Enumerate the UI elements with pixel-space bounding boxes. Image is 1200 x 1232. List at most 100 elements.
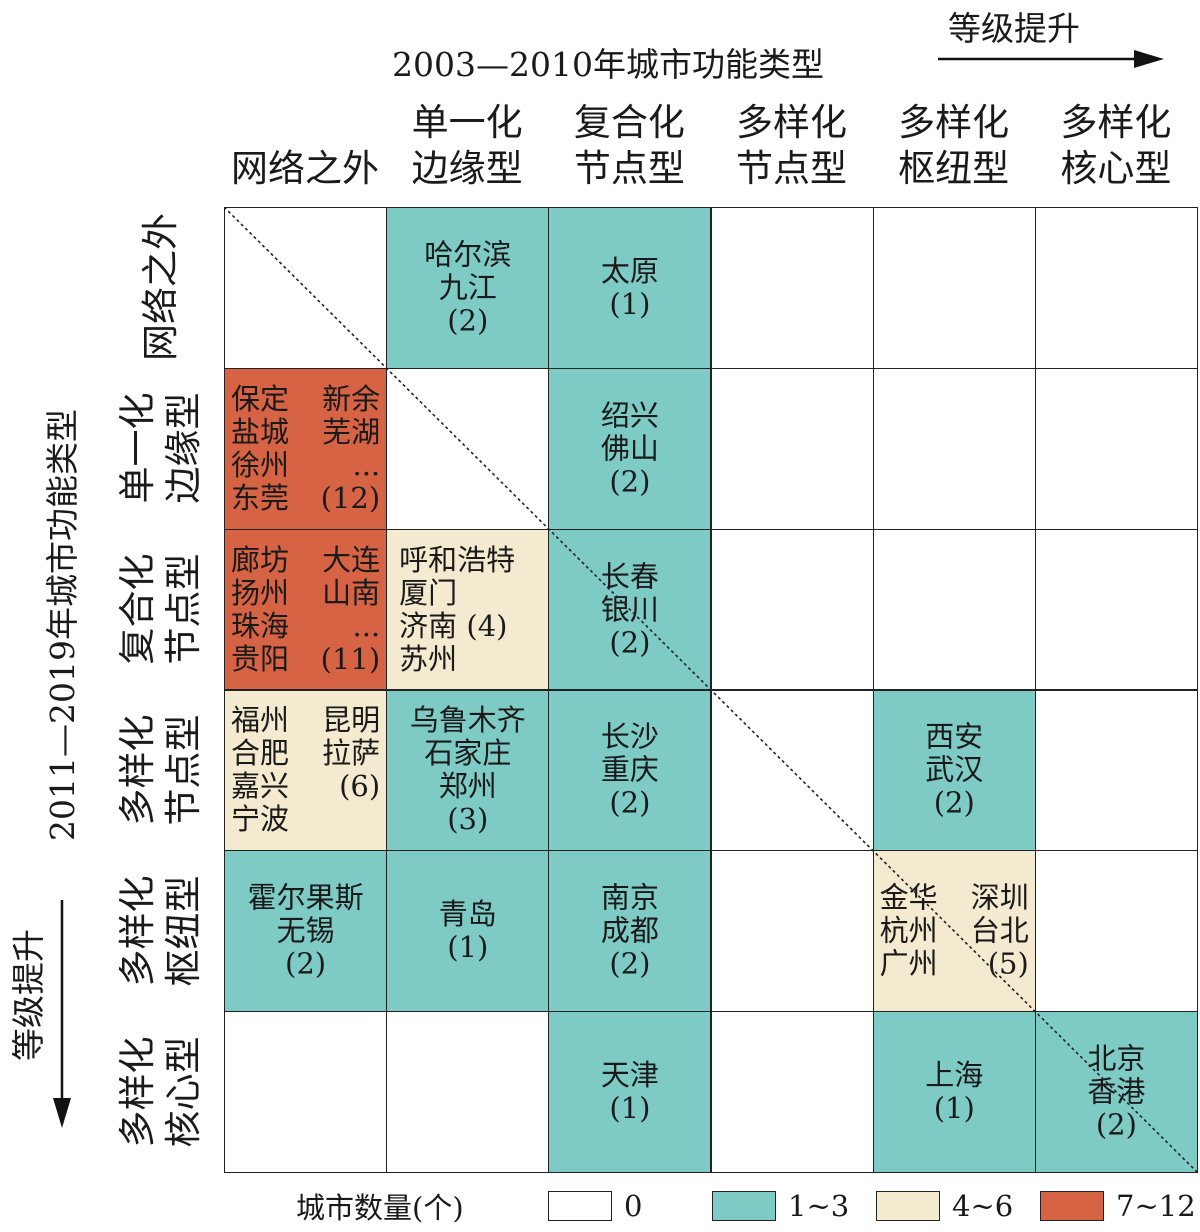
legend: 城市数量(个) 0 1~3 4~6 7~12 (296, 1186, 1196, 1226)
matrix-cell (224, 207, 388, 369)
matrix-cell: 金华 深圳 杭州 台北 广州 (5) (872, 850, 1036, 1013)
cell-text: 长沙 (600, 719, 659, 754)
top-axis-title: 2003—2010年城市功能类型 (392, 45, 824, 84)
cell-text: 厦门 (399, 575, 458, 610)
column-header-line: 节点型 (736, 147, 847, 190)
row-header-label: 多样化 核心型 (116, 1036, 205, 1148)
matrix-cell: 廊坊 大连 扬州 山南 珠海... 贵阳 (11) (224, 528, 388, 691)
matrix-cell: 上海 (1) (872, 1011, 1036, 1173)
cell-text: 广州 (879, 946, 938, 981)
legend-label: 7~12 (1116, 1189, 1196, 1223)
top-direction-label: 等级提升 (948, 9, 1080, 48)
cell-text: 福州 (231, 703, 290, 738)
cell-text: 徐州 (231, 447, 290, 482)
column-header: 多样化 枢纽型 (873, 100, 1035, 192)
left-direction-label-wrap: 等级提升 (0, 905, 52, 1085)
row-header: 网络之外 (100, 207, 222, 368)
cell-text: 扬州 (231, 575, 290, 610)
legend-label: 1~3 (788, 1189, 850, 1223)
matrix-cell (710, 207, 874, 369)
matrix-cell: 哈尔滨 九江 (2) (386, 207, 550, 369)
left-direction-label: 等级提升 (9, 929, 48, 1061)
legend-swatch (876, 1191, 940, 1221)
cell-text: 乌鲁木齐 (409, 703, 526, 738)
column-header: 单一化 边缘型 (386, 100, 548, 192)
cell-text: 呼和浩特 (399, 542, 516, 577)
cell-text: ... (352, 608, 381, 643)
cell-text: 昆明 (322, 703, 381, 738)
cell-text: (2) (609, 946, 651, 981)
cell-text: 九江 (438, 270, 497, 305)
cell-text: 香港 (1087, 1074, 1146, 1109)
row-header-label: 网络之外 (139, 213, 182, 362)
cell-text: 北京 (1087, 1041, 1146, 1076)
cell-text: 大连 (322, 542, 381, 577)
cell-text: (1) (609, 286, 651, 321)
cell-text: 长春 (600, 559, 659, 594)
matrix-cell (1034, 689, 1198, 852)
matrix-cell (1034, 528, 1198, 691)
matrix-cell: 南京 成都 (2) (548, 850, 712, 1013)
cell-text: (2) (447, 303, 489, 338)
column-header: 复合化 节点型 (548, 100, 710, 192)
legend-label: 0 (624, 1189, 643, 1223)
matrix-cell (710, 850, 874, 1013)
cell-text: 深圳 (970, 880, 1029, 915)
cell-text: 郑州 (438, 769, 497, 804)
legend-swatch (712, 1191, 776, 1221)
legend-item: 4~6 (876, 1186, 1013, 1226)
transition-matrix: 哈尔滨 九江 (2) 太原 (1) 保定 新余 盐城 芜湖 徐州... 东莞 (12) 绍兴 佛山 (2) 廊… (224, 207, 1198, 1173)
matrix-cell: 青岛 (1) (386, 850, 550, 1013)
column-header: 多样化 节点型 (711, 100, 873, 192)
row-header: 多样化 核心型 (100, 1011, 222, 1172)
row-header-label: 多样化 节点型 (116, 714, 205, 826)
cell-text: 石家庄 (424, 736, 512, 771)
matrix-cell: 长春 银川 (2) (548, 528, 712, 691)
legend-label: 4~6 (952, 1189, 1014, 1223)
cell-text: 东莞 (231, 480, 290, 515)
cell-text: 贵阳 (231, 641, 290, 676)
matrix-cell: 天津 (1) (548, 1011, 712, 1173)
matrix-cell: 霍尔果斯 无锡 (2) (224, 850, 388, 1013)
matrix-cell: 长沙 重庆 (2) (548, 689, 712, 852)
cell-text: (5) (987, 946, 1029, 981)
cell-text: 宁波 (231, 802, 290, 837)
cell-text: 哈尔滨 (424, 237, 512, 272)
cell-text: (1) (609, 1091, 651, 1126)
cell-text: 苏州 (399, 641, 458, 676)
cell-text: 绍兴 (600, 398, 659, 433)
matrix-cell: 呼和浩特 厦门 济南 (4) 苏州 (386, 528, 550, 691)
cell-text: 新余 (322, 381, 381, 416)
legend-item: 0 (548, 1186, 642, 1226)
column-header-line: 多样化 (736, 101, 847, 144)
matrix-cell (710, 689, 874, 852)
cell-text: 嘉兴 (231, 769, 290, 804)
matrix-cell (1034, 850, 1198, 1013)
column-header-line: 单一化 (411, 101, 523, 144)
row-header: 多样化 枢纽型 (100, 850, 222, 1011)
legend-swatch (1040, 1191, 1104, 1221)
matrix-cell (1034, 367, 1198, 530)
cell-text: (6) (339, 769, 381, 804)
matrix-cell (710, 528, 874, 691)
cell-text: 武汉 (925, 752, 984, 787)
cell-text: (3) (447, 802, 489, 837)
column-header: 多样化 核心型 (1035, 100, 1197, 192)
cell-text: (11) (320, 641, 381, 676)
row-header-label: 复合化 节点型 (116, 553, 205, 665)
legend-title: 城市数量(个) (296, 1191, 464, 1225)
cell-text: 芜湖 (322, 414, 381, 449)
cell-text: (2) (1095, 1107, 1137, 1142)
matrix-cell: 保定 新余 盐城 芜湖 徐州... 东莞 (12) (224, 367, 388, 530)
matrix-cell (386, 367, 550, 530)
matrix-cell: 福州 昆明 合肥 拉萨 嘉兴 (6) 宁波 (224, 689, 388, 852)
left-axis-title: 2011—2019年城市功能类型 (43, 409, 82, 841)
cell-text: (2) (609, 464, 651, 499)
row-header-label: 多样化 枢纽型 (116, 875, 205, 987)
cell-text: 金华 (879, 880, 938, 915)
matrix-cell (1034, 207, 1198, 369)
matrix-cell (872, 528, 1036, 691)
column-header-line: 核心型 (1060, 147, 1172, 190)
cell-text: (2) (609, 625, 651, 660)
cell-text: 山南 (322, 575, 381, 610)
